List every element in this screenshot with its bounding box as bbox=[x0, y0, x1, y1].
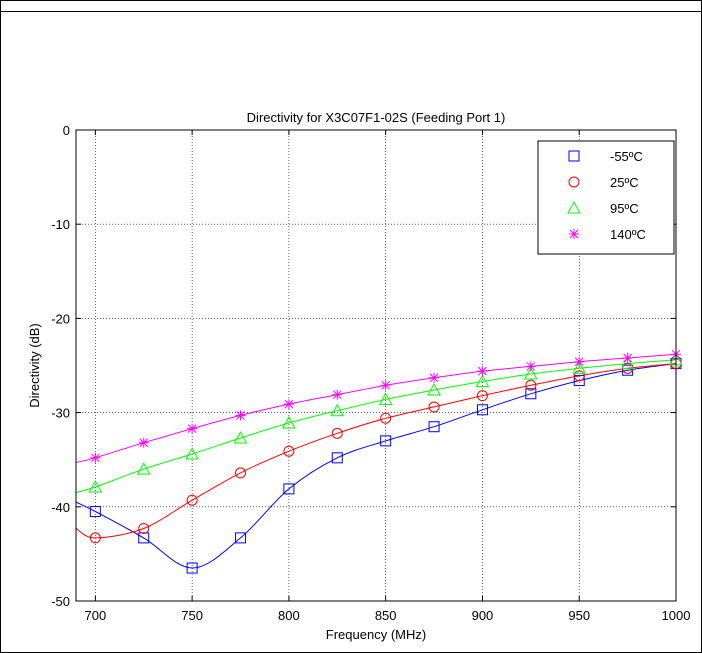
series-curves bbox=[75, 353, 677, 569]
y-tick-label: -30 bbox=[51, 406, 70, 421]
series-3-point bbox=[283, 399, 294, 410]
x-tick-label: 1000 bbox=[662, 608, 691, 623]
series-0-point bbox=[476, 404, 488, 416]
series-0-point bbox=[138, 532, 150, 544]
series-1-point bbox=[89, 532, 101, 544]
series-2-point bbox=[523, 366, 538, 380]
x-tick-label: 750 bbox=[181, 608, 203, 623]
series-0-point bbox=[525, 388, 537, 400]
series-1-point bbox=[476, 390, 488, 402]
legend-label-2: 95ºC bbox=[610, 201, 639, 216]
series-markers bbox=[88, 349, 683, 574]
x-axis-label: Frequency (MHz) bbox=[326, 627, 426, 642]
series-0-point bbox=[89, 506, 101, 518]
legend-marker-0 bbox=[568, 150, 580, 162]
series-0-point bbox=[380, 435, 392, 447]
series-1-point bbox=[525, 379, 537, 391]
legend-marker-2 bbox=[567, 200, 581, 214]
series-2-point bbox=[427, 382, 441, 396]
y-tick-label: -10 bbox=[51, 217, 70, 232]
series-1-point bbox=[283, 445, 295, 457]
series-2-point bbox=[282, 415, 296, 429]
series-0-point bbox=[235, 532, 247, 544]
series-0-point bbox=[283, 483, 295, 495]
chart-title: Directivity for X3C07F1-02S (Feeding Por… bbox=[247, 110, 506, 125]
x-tick-label: 950 bbox=[568, 608, 590, 623]
figure-top-divider bbox=[0, 11, 702, 12]
legend-marker-1 bbox=[568, 176, 580, 188]
series-1-point bbox=[380, 412, 392, 424]
series-3-point bbox=[332, 389, 343, 400]
series-2-point bbox=[620, 356, 635, 370]
legend-label-1: 25ºC bbox=[610, 175, 639, 190]
series-3-point bbox=[380, 380, 391, 391]
series-3-point bbox=[525, 361, 536, 372]
series-3-point bbox=[90, 452, 101, 463]
y-tick-label: 0 bbox=[63, 123, 70, 138]
series-2-point bbox=[330, 403, 345, 417]
series-2-point bbox=[185, 447, 199, 460]
series-3-point bbox=[622, 352, 633, 363]
series-1-point bbox=[573, 370, 585, 382]
series-2-point bbox=[136, 462, 151, 475]
plot-area bbox=[75, 129, 677, 602]
series-1-curve bbox=[75, 363, 677, 539]
series-1-point bbox=[186, 494, 198, 506]
series-1-point bbox=[138, 522, 150, 534]
series-3-curve bbox=[75, 353, 677, 463]
legend-box bbox=[537, 140, 675, 255]
series-0-point bbox=[186, 562, 198, 574]
legend-label-3: 140ºC bbox=[610, 227, 646, 242]
series-3-point bbox=[574, 356, 585, 367]
series-0-point bbox=[428, 421, 440, 433]
series-0-point bbox=[331, 452, 343, 464]
series-2-curve bbox=[75, 359, 677, 494]
legend: -55ºC 25ºC 95ºC 140ºC bbox=[537, 140, 675, 255]
legend-marker-3 bbox=[569, 229, 579, 239]
x-tick-label: 700 bbox=[85, 608, 107, 623]
series-1-point bbox=[235, 467, 247, 479]
series-3-point bbox=[187, 423, 198, 434]
series-2-point bbox=[475, 374, 490, 388]
series-2-point bbox=[572, 361, 587, 374]
series-3-point bbox=[138, 437, 149, 448]
series-3-point bbox=[429, 372, 440, 383]
x-tick-label: 900 bbox=[472, 608, 494, 623]
series-0-curve bbox=[75, 363, 677, 569]
series-2-point bbox=[378, 392, 393, 405]
series-1-point bbox=[331, 427, 343, 439]
series-3-point bbox=[235, 410, 246, 421]
series-3-point bbox=[477, 366, 488, 377]
series-2-point bbox=[233, 430, 248, 444]
y-tick-label: -40 bbox=[51, 500, 70, 515]
x-tick-label: 800 bbox=[278, 608, 300, 623]
series-2-point bbox=[88, 479, 103, 493]
legend-label-0: -55ºC bbox=[610, 149, 643, 164]
y-axis-label: Directivity (dB) bbox=[27, 323, 42, 408]
x-tick-label: 850 bbox=[375, 608, 397, 623]
series-1-point bbox=[428, 401, 440, 413]
y-tick-label: -50 bbox=[51, 594, 70, 609]
axis-ticks: 700 750 800 850 900 950 1000 0 -10 -20 -30 -40 -50 bbox=[51, 123, 690, 623]
series-0-point bbox=[573, 375, 585, 387]
y-tick-label: -20 bbox=[51, 311, 70, 326]
